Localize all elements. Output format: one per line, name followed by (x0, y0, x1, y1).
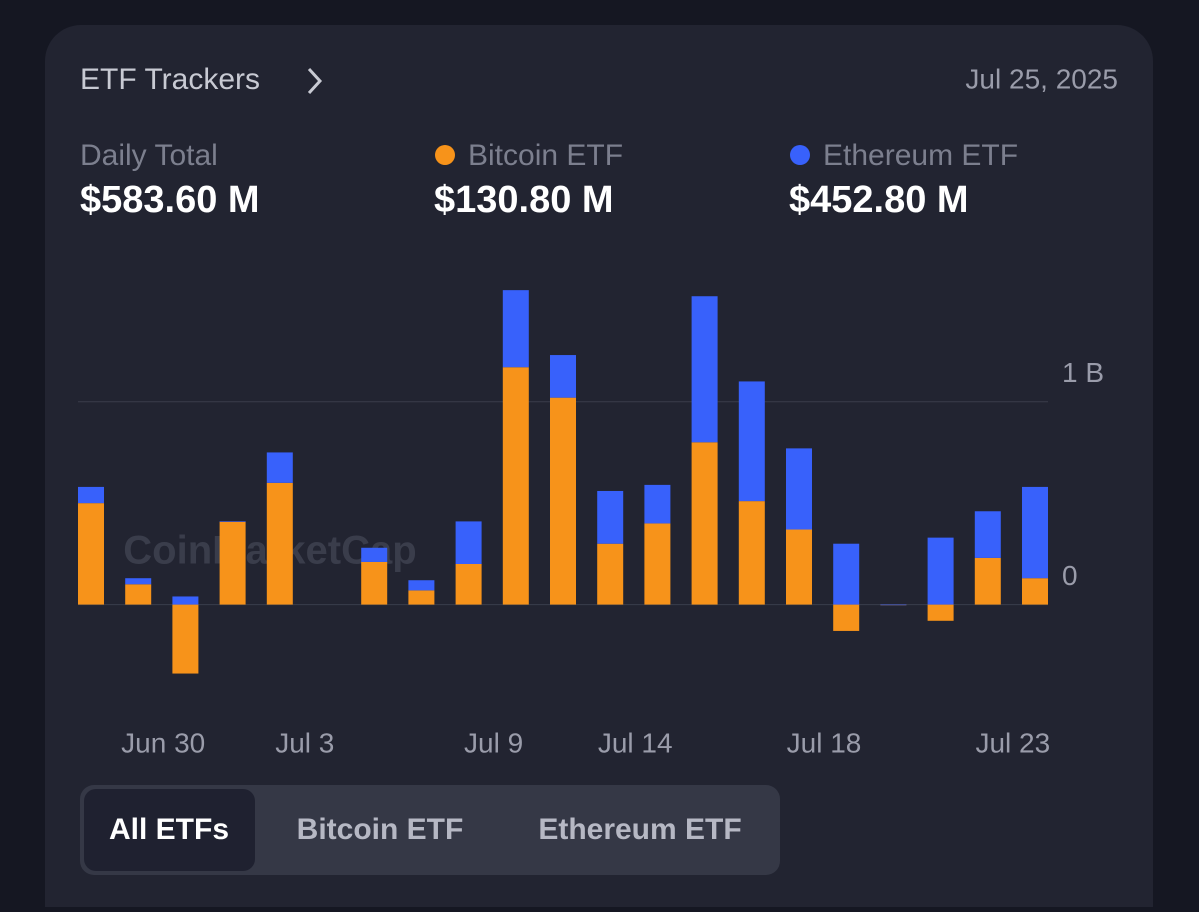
bar-segment (597, 543, 624, 605)
x-tick-label: Jul 18 (787, 727, 862, 758)
bar-segment (974, 511, 1001, 558)
bar-segment (172, 604, 199, 674)
bar-segment (78, 503, 104, 605)
bar-segment (219, 521, 246, 605)
bar-segment (266, 482, 293, 605)
bar-segment (172, 596, 199, 605)
bar-segment (691, 296, 718, 443)
summary-value: $452.80 M (789, 179, 969, 221)
legend-dot (435, 145, 455, 165)
bar-segment (786, 448, 812, 530)
summary-value: $583.60 M (80, 179, 260, 221)
bar-segment (361, 547, 388, 562)
bar-segment (219, 521, 246, 522)
date: Jul 25, 2025 (965, 63, 1118, 94)
bar-segment (644, 523, 671, 605)
bar-segment (833, 604, 860, 631)
x-tick-label: Jun 30 (121, 727, 205, 758)
bar-segment (738, 501, 765, 605)
card-title[interactable]: ETF Trackers (80, 63, 260, 96)
tab[interactable]: Ethereum ETF (538, 813, 741, 846)
bar-segment (597, 490, 624, 544)
active-tab[interactable] (84, 789, 255, 871)
bar-segment (408, 590, 435, 605)
legend-dot (790, 145, 810, 165)
x-tick-label: Jul 23 (975, 727, 1050, 758)
bar-segment (880, 604, 907, 606)
y-tick-label: 0 (1062, 560, 1078, 591)
bar-segment (550, 355, 576, 398)
bar-segment (502, 367, 529, 605)
bar-segment (455, 521, 482, 564)
bar-segment (927, 537, 954, 605)
y-tick-label: 1 B (1062, 357, 1104, 388)
bar-segment (266, 452, 293, 483)
bar-segment (833, 543, 860, 605)
x-tick-label: Jul 14 (598, 727, 673, 758)
x-tick-label: Jul 3 (275, 727, 334, 758)
bar-segment (550, 397, 576, 605)
bar-segment (738, 381, 765, 502)
tab[interactable]: Bitcoin ETF (297, 813, 464, 846)
bar-segment (644, 484, 671, 524)
plot: 0 1 B Jun 30 Jul 3 Jul 9 Jul 14 Jul 18 Jul 23 (78, 290, 1104, 758)
legend-label: Ethereum ETF (823, 139, 1018, 172)
tab[interactable]: All ETFs (109, 813, 229, 846)
bar-segment (1022, 578, 1048, 605)
bar-segment (125, 578, 152, 585)
bar-segment (408, 580, 435, 591)
bar-segment (1022, 486, 1048, 579)
bar-segment (78, 486, 104, 504)
legend-label: Bitcoin ETF (468, 139, 623, 172)
bar-segment (927, 604, 954, 621)
card (45, 25, 1153, 912)
bar-segment (361, 561, 388, 605)
bar-segment (455, 564, 482, 605)
bar-segment (691, 442, 718, 605)
bar-segment (974, 557, 1001, 605)
bar-segment (502, 290, 529, 368)
bar-segment (125, 584, 152, 605)
x-tick-label: Jul 9 (464, 727, 523, 758)
summary-label: Daily Total (80, 139, 218, 172)
chevron[interactable] (307, 67, 323, 95)
summary-value: $130.80 M (434, 179, 614, 221)
bar-segment (786, 529, 812, 605)
